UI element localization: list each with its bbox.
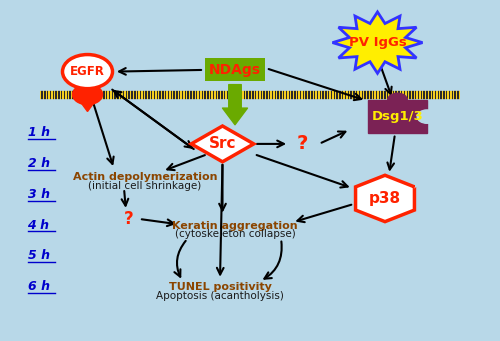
Text: ?: ? xyxy=(297,134,308,153)
Text: Apoptosis (acantholysis): Apoptosis (acantholysis) xyxy=(156,291,284,301)
Text: PV IgGs: PV IgGs xyxy=(348,36,406,49)
Circle shape xyxy=(72,84,102,105)
Text: 6 h: 6 h xyxy=(28,280,50,293)
Text: 1 h: 1 h xyxy=(28,127,50,139)
Text: Keratin aggregation: Keratin aggregation xyxy=(172,221,298,231)
Text: ?: ? xyxy=(124,210,134,228)
Polygon shape xyxy=(78,98,98,112)
Text: (initial cell shrinkage): (initial cell shrinkage) xyxy=(88,181,202,191)
Text: 4 h: 4 h xyxy=(28,219,50,232)
Text: 3 h: 3 h xyxy=(28,188,50,201)
Polygon shape xyxy=(191,126,254,162)
Text: p38: p38 xyxy=(369,191,401,206)
Polygon shape xyxy=(356,175,414,222)
Text: (cytoskeleton collapse): (cytoskeleton collapse) xyxy=(174,229,296,239)
FancyBboxPatch shape xyxy=(368,100,427,133)
Circle shape xyxy=(62,55,112,89)
FancyArrowPatch shape xyxy=(222,85,248,125)
Text: TUNEL positivity: TUNEL positivity xyxy=(168,282,272,292)
Text: EGFR: EGFR xyxy=(70,65,105,78)
Text: 2 h: 2 h xyxy=(28,157,50,170)
Text: 5 h: 5 h xyxy=(28,249,50,262)
Circle shape xyxy=(388,93,407,107)
Text: NDAgs: NDAgs xyxy=(209,63,261,77)
Circle shape xyxy=(417,110,437,123)
FancyBboxPatch shape xyxy=(205,58,265,81)
Text: Src: Src xyxy=(209,136,236,151)
Text: Dsg1/3: Dsg1/3 xyxy=(372,110,424,123)
Text: Actin depolymerization: Actin depolymerization xyxy=(73,172,217,182)
Polygon shape xyxy=(332,12,422,73)
